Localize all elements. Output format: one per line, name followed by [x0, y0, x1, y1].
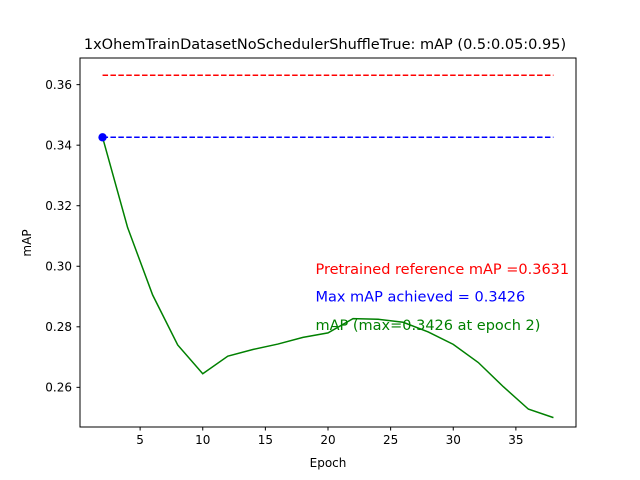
x-tick-label: 35: [508, 433, 523, 447]
x-axis-label: Epoch: [310, 456, 347, 470]
series-line-map: [101, 137, 554, 419]
x-tick-label: 20: [320, 433, 335, 447]
annotations: Pretrained reference mAP =0.3631 Max mAP …: [315, 262, 569, 334]
x-tick-label: 15: [258, 433, 273, 447]
chart-title: 1xOhemTrainDatasetNoSchedulerShuffleTrue…: [84, 37, 566, 53]
y-tick-label: 0.32: [45, 199, 72, 213]
x-tick-label: 5: [136, 433, 144, 447]
y-tick-label: 0.26: [45, 381, 72, 395]
y-tick-label: 0.30: [45, 260, 72, 274]
annotation-text: Max mAP achieved = 0.3426: [315, 290, 525, 306]
annotation-text: Pretrained reference mAP =0.3631: [315, 262, 569, 278]
y-axis-label: mAP: [20, 229, 34, 256]
annotation-text: mAP (max=0.3426 at epoch 2): [315, 318, 540, 334]
y-tick-label: 0.34: [45, 138, 72, 152]
y-tick-label: 0.36: [45, 78, 72, 92]
y-axis: 0.26 0.28 0.30 0.32 0.34 0.36: [45, 78, 80, 395]
x-tick-label: 25: [383, 433, 398, 447]
plot-marks: [98, 74, 554, 419]
x-tick-label: 10: [195, 433, 210, 447]
x-tick-label: 30: [446, 433, 461, 447]
max-point-marker: [98, 133, 107, 142]
y-tick-label: 0.28: [45, 320, 72, 334]
x-axis: 5 10 15 20 25 30 35: [136, 427, 524, 447]
